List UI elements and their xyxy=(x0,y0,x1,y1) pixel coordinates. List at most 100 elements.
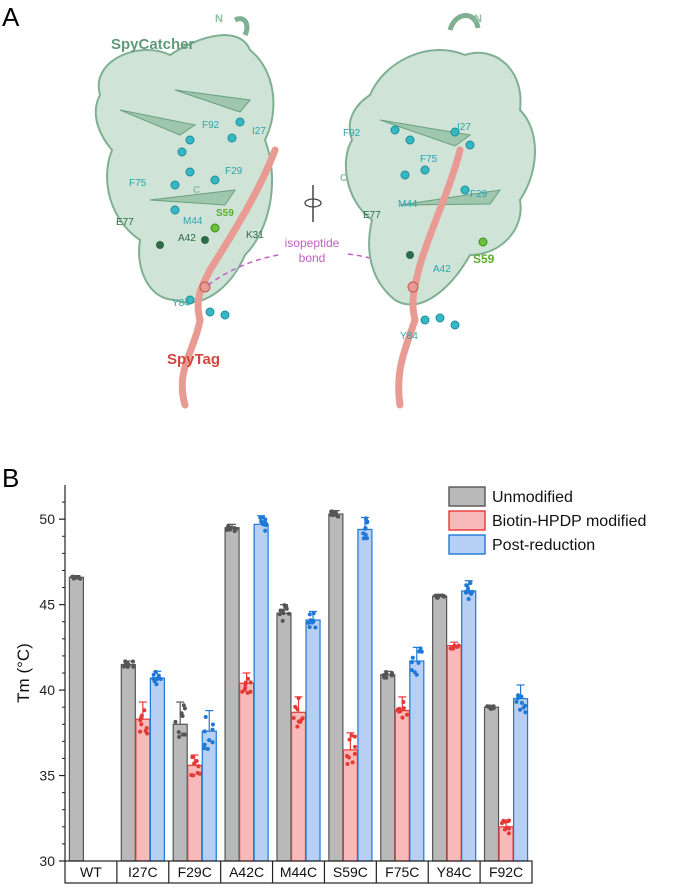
legend-label: Post-reduction xyxy=(492,537,595,554)
rotation-icon xyxy=(304,185,322,222)
replicate-point xyxy=(154,682,159,687)
replicate-point xyxy=(142,708,147,713)
spycatcher-label: SpyCatcher xyxy=(111,36,195,53)
n-terminus-label: N xyxy=(215,13,223,25)
replicate-point xyxy=(409,668,414,673)
replicate-point xyxy=(246,676,251,681)
replicate-point xyxy=(506,831,511,836)
replicate-point xyxy=(516,693,521,698)
replicate-point xyxy=(455,644,460,649)
replicate-point xyxy=(313,625,318,630)
c-terminus-label: C xyxy=(193,185,200,196)
residue-f92: F92 xyxy=(202,120,220,131)
replicate-point xyxy=(396,708,401,713)
replicate-point xyxy=(417,649,422,654)
replicate-point xyxy=(210,740,215,745)
replicate-point xyxy=(470,589,475,594)
replicate-point xyxy=(405,712,410,717)
residue-f29: F29 xyxy=(470,189,488,200)
residue-y84: Y84 xyxy=(172,298,190,309)
residue-s59: S59 xyxy=(216,208,234,219)
residue-a42: A42 xyxy=(178,233,196,244)
bar xyxy=(135,718,151,862)
bar xyxy=(498,826,514,862)
replicate-point xyxy=(277,612,282,617)
beta-strand xyxy=(379,119,472,147)
replicate-point xyxy=(361,536,366,541)
y-axis-ticks: 30 35 40 45 50 xyxy=(39,501,65,869)
bond-label: bond xyxy=(299,251,326,265)
panel-b: B Tm (°C) 30 35 40 45 50 WT I27C F29C A42C M44C S… xyxy=(2,463,646,884)
panel-a: A SpyCatcher N SpyTag F92 I27 F7 xyxy=(2,2,536,409)
replicate-point xyxy=(259,519,264,524)
replicate-point xyxy=(229,525,234,530)
replicate-point xyxy=(418,646,423,651)
category-label: F75C xyxy=(385,864,419,880)
category-label: M44C xyxy=(280,864,317,880)
replicate-point xyxy=(384,670,389,675)
bar xyxy=(290,711,307,862)
s59-atom xyxy=(210,223,220,233)
residue-f29: F29 xyxy=(225,166,243,177)
y-tick-label: 30 xyxy=(39,853,55,869)
replicate-point xyxy=(363,526,368,531)
replicate-point xyxy=(416,660,421,665)
spycatcher-cartoon xyxy=(94,34,275,304)
y-tick-label: 45 xyxy=(39,597,55,613)
category-label: F92C xyxy=(489,864,523,880)
beta-strand xyxy=(119,109,197,136)
structure-view-rotated: N F92 I27 F75 F29 C M44 S59 E77 A42 Y84 xyxy=(340,13,536,409)
replicate-point xyxy=(145,731,150,736)
spytag-anchor-atom xyxy=(199,281,211,293)
bar xyxy=(328,513,344,862)
replicate-point xyxy=(466,597,471,602)
residue-k31: K31 xyxy=(246,230,264,241)
replicate-point xyxy=(139,713,144,718)
replicate-point xyxy=(123,662,128,667)
replicate-point xyxy=(352,751,357,756)
replicate-point xyxy=(503,819,508,824)
bar xyxy=(276,612,292,862)
spytag-anchor-atom xyxy=(407,281,419,293)
replicate-point xyxy=(173,719,178,724)
residue-y84: Y84 xyxy=(400,331,418,342)
bar xyxy=(120,663,136,862)
spycatcher-cartoon xyxy=(344,49,536,306)
replicate-point xyxy=(515,696,520,701)
replicate-point xyxy=(345,762,350,767)
replicate-point xyxy=(284,604,289,609)
bar xyxy=(342,749,358,862)
replicate-point xyxy=(295,724,300,729)
replicate-point xyxy=(353,744,358,749)
bar xyxy=(357,528,373,862)
y-tick-label: 40 xyxy=(39,682,55,698)
replicate-point xyxy=(180,714,185,719)
replicate-point xyxy=(189,773,194,778)
replicate-point xyxy=(278,608,283,613)
bar xyxy=(201,730,217,862)
replicate-point xyxy=(400,715,405,720)
replicate-point xyxy=(210,727,215,732)
y-tick-label: 50 xyxy=(39,511,55,527)
replicate-point xyxy=(131,664,136,669)
replicate-point xyxy=(195,770,200,775)
replicate-point xyxy=(335,513,340,518)
replicate-point xyxy=(281,611,286,616)
bar xyxy=(409,660,425,862)
n-terminus-loop xyxy=(447,13,481,31)
replicate-point xyxy=(262,519,267,524)
replicate-point xyxy=(463,590,468,595)
chart: Tm (°C) 30 35 40 45 50 WT I27C F29C A42C M44C S59… xyxy=(14,485,646,884)
category-label: I27C xyxy=(128,864,158,880)
replicate-point xyxy=(384,675,389,680)
replicate-point xyxy=(158,676,163,681)
replicate-point xyxy=(182,732,187,737)
replicate-point xyxy=(203,715,208,720)
side-chain-atoms xyxy=(390,125,475,330)
replicate-point xyxy=(311,618,316,623)
k31-atom xyxy=(201,236,209,244)
replicate-point xyxy=(295,707,300,712)
replicate-point xyxy=(190,755,195,760)
e77-atom xyxy=(156,241,164,249)
